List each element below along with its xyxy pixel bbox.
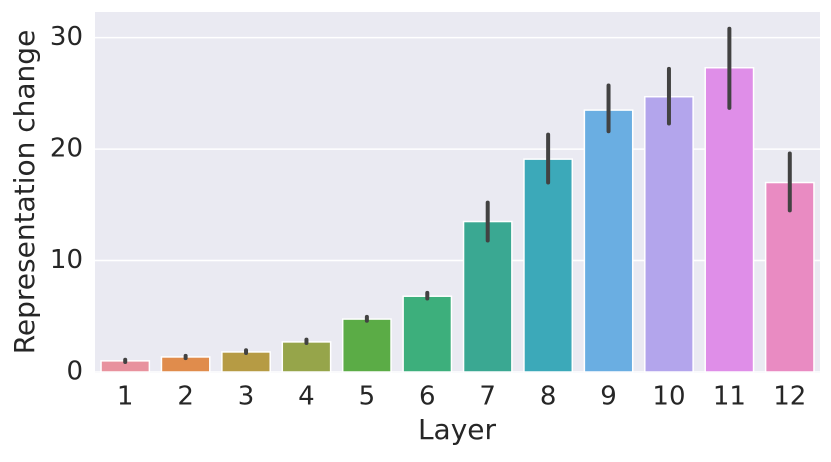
x-tick-label: 10	[652, 382, 685, 412]
plot-area	[95, 12, 820, 373]
x-tick-label: 2	[177, 382, 194, 412]
y-tick-label: 10	[50, 245, 83, 275]
bar	[281, 341, 332, 373]
y-axis-label: Representation change	[8, 30, 41, 355]
x-tick-label: 3	[238, 382, 255, 412]
bar	[704, 66, 755, 373]
bar	[523, 158, 574, 373]
y-tick-label: 30	[50, 22, 83, 52]
y-tick-label: 0	[66, 357, 83, 387]
x-tick-label: 12	[773, 382, 806, 412]
x-tick-label: 8	[540, 382, 557, 412]
x-tick-label: 6	[419, 382, 436, 412]
y-tick-label: 20	[50, 134, 83, 164]
bar	[764, 181, 815, 373]
x-tick-label: 1	[117, 382, 134, 412]
bar	[341, 318, 392, 373]
bar	[583, 109, 634, 373]
x-axis-label: Layer	[418, 413, 497, 446]
bar	[402, 295, 453, 373]
bar	[462, 220, 513, 373]
x-tick-label: 7	[479, 382, 496, 412]
x-tick-label: 11	[713, 382, 746, 412]
x-tick-label: 5	[359, 382, 376, 412]
x-tick-label: 4	[298, 382, 315, 412]
x-tick-label: 9	[600, 382, 617, 412]
bar	[644, 95, 694, 373]
